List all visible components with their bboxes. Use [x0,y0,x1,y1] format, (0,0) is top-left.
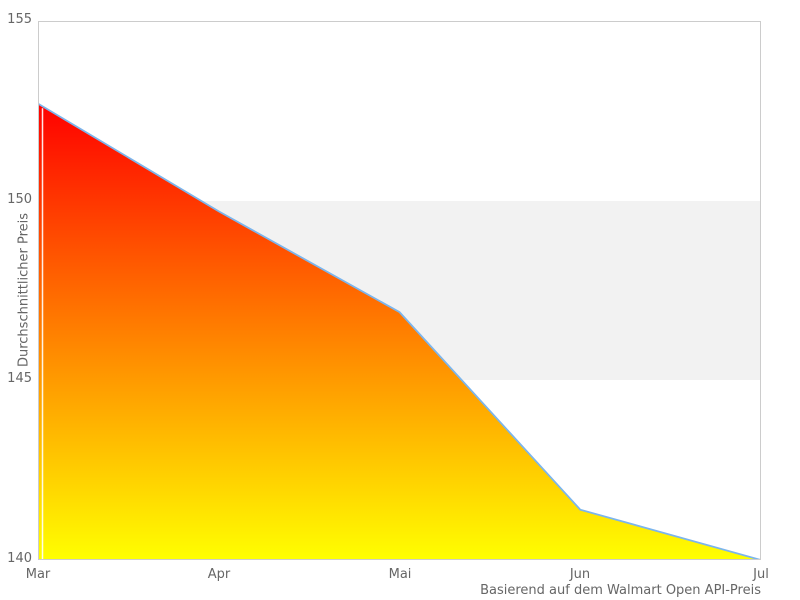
y-tick-label: 155 [7,12,32,27]
series-line [38,102,761,560]
area-series-canvas [38,21,761,560]
plot-area[interactable] [38,21,761,560]
area-fill [38,103,761,560]
x-tick-label: Jul [753,567,769,582]
y-tick-label: 145 [7,371,32,386]
x-tick-label: Mai [388,567,412,582]
x-tick-label: Jun [569,567,591,582]
x-tick-label: Apr [207,567,231,582]
y-axis-title: Durchschnittlicher Preis [16,212,32,368]
y-tick-label: 140 [7,551,32,566]
y-tick-label: 150 [7,192,32,207]
x-tick-label: Mar [25,567,51,582]
chart-caption: Basierend auf dem Walmart Open API-Preis [480,583,761,598]
plot-frame [38,21,761,560]
